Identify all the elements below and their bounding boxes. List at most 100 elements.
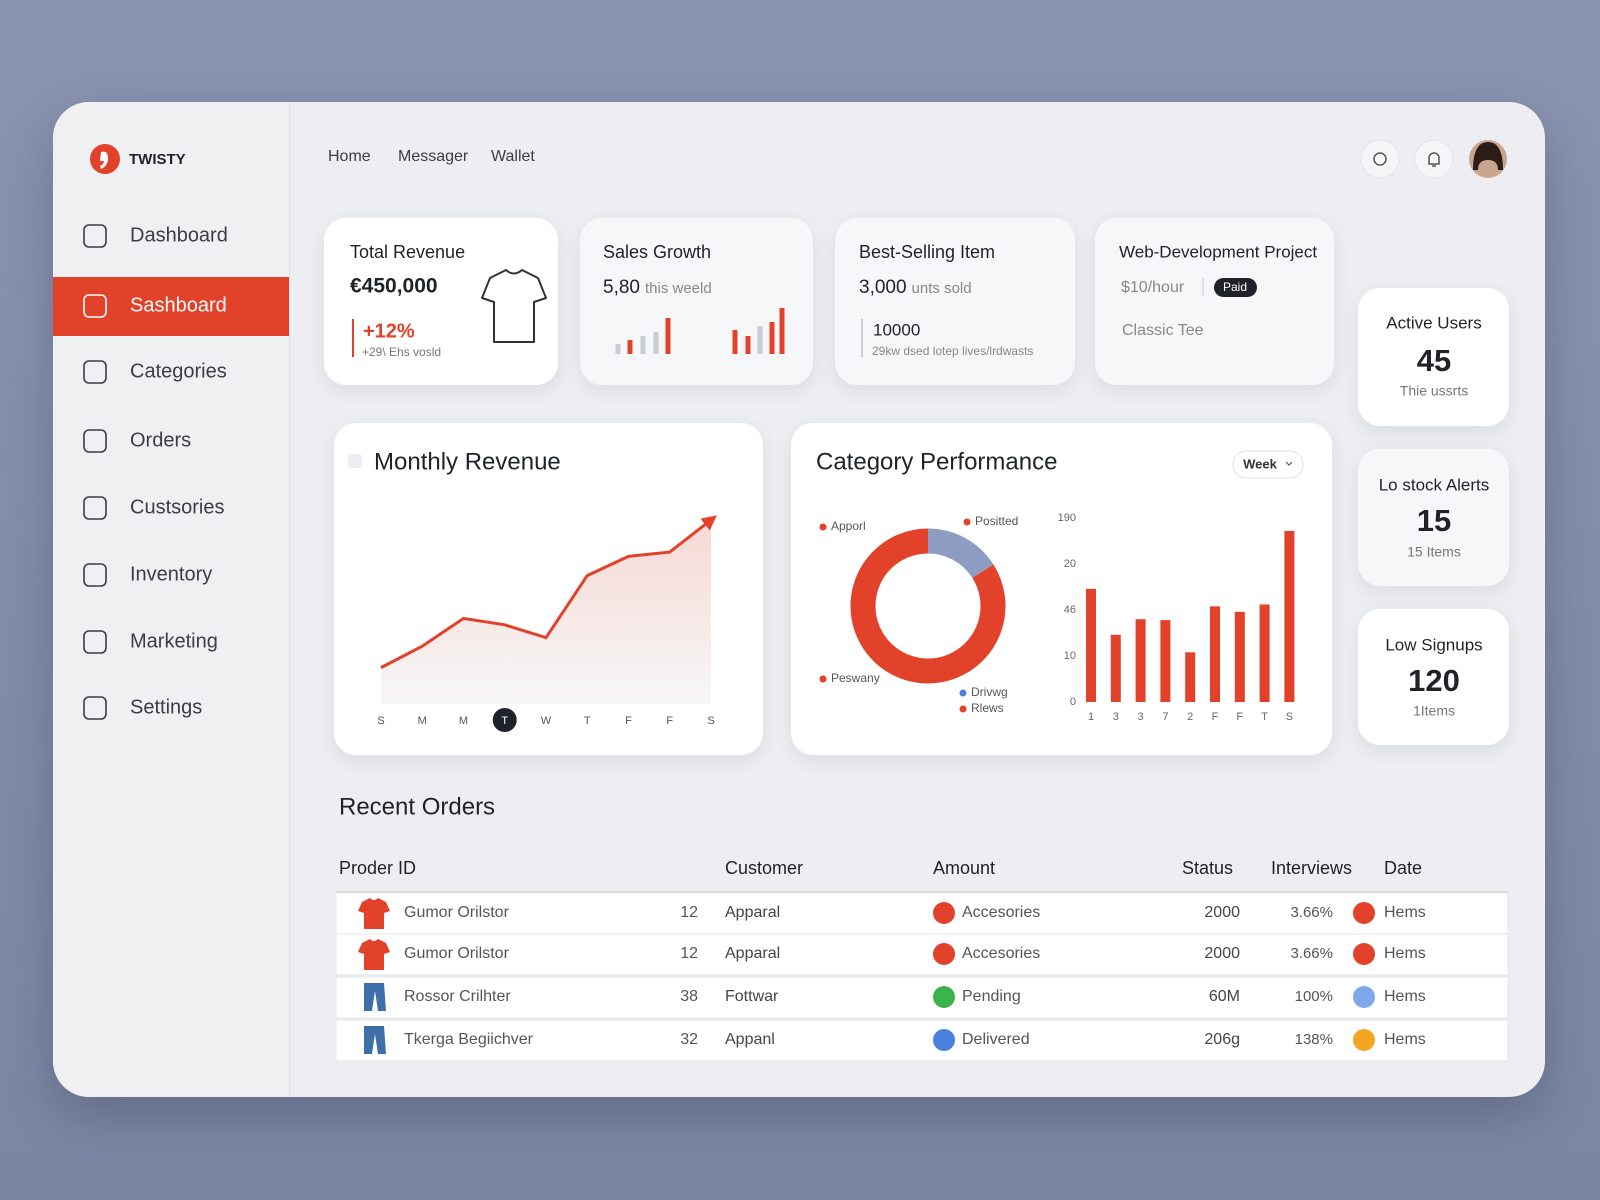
mini-bar — [653, 332, 659, 354]
interviews: 138% — [1295, 1031, 1333, 1048]
x-tick-label: 3 — [1113, 711, 1119, 723]
legend-dot — [819, 675, 827, 683]
table-row[interactable] — [335, 1019, 1509, 1062]
amount: Accesories — [962, 945, 1040, 962]
x-tick-label: F — [1236, 711, 1243, 723]
status: 2000 — [1204, 945, 1240, 962]
product-icon — [364, 983, 386, 1011]
legend-label: Rlews — [971, 701, 1004, 715]
chart-title: Category Performance — [816, 448, 1057, 475]
settings-button[interactable] — [1360, 139, 1400, 179]
x-tick-label: 3 — [1138, 711, 1144, 723]
mini-bar — [640, 336, 646, 354]
column-header: Customer — [725, 858, 803, 878]
avatar-hair — [1473, 142, 1503, 170]
customer: Appanl — [725, 1031, 775, 1048]
legend-dot — [959, 689, 967, 697]
mini-bar — [745, 336, 751, 354]
card-title: Sales Growth — [603, 242, 711, 262]
product-name: Tkerga Begiichver — [404, 1031, 534, 1048]
sidebar-item[interactable]: Sashboard — [130, 294, 227, 316]
card-unit: this weeld — [645, 280, 712, 297]
date: Hems — [1384, 988, 1426, 1005]
card-best-selling — [835, 218, 1075, 385]
y-tick-label: 20 — [1064, 558, 1076, 570]
donut-segment — [850, 528, 1006, 684]
table-row[interactable] — [335, 976, 1509, 1019]
stat-title: Active Users — [1386, 313, 1481, 332]
period-dropdown[interactable] — [1232, 450, 1304, 479]
tshirt-icon — [481, 269, 547, 343]
nav-link[interactable]: Messager — [398, 148, 469, 165]
highlight — [492, 708, 517, 732]
x-tick-label: F — [625, 715, 632, 727]
stat-value: 120 — [1408, 663, 1460, 698]
card-figure: 10000 — [873, 320, 920, 339]
card-sales-growth — [580, 218, 813, 385]
date-dot — [1353, 986, 1375, 1008]
nav-link[interactable]: Home — [328, 148, 371, 165]
sidebar-item[interactable]: Orders — [130, 429, 191, 451]
sidebar-item[interactable]: Categories — [130, 360, 227, 382]
y-tick-label: 10 — [1064, 650, 1076, 662]
legend-label: Positted — [975, 514, 1018, 528]
y-tick-label: 190 — [1058, 512, 1076, 524]
legend-label: Apporl — [831, 519, 866, 533]
date: Hems — [1384, 904, 1426, 921]
product-qty: 32 — [680, 1031, 698, 1048]
bar — [1284, 530, 1295, 702]
bar — [1185, 652, 1196, 702]
sidebar-item[interactable]: Marketing — [130, 630, 218, 652]
card-title: Best-Selling Item — [859, 242, 995, 262]
legend-label: Drivwg — [971, 685, 1008, 699]
sidebar-icon — [83, 429, 107, 453]
product-name: Gumor Orilstor — [404, 945, 510, 962]
sidebar-icon — [83, 630, 107, 654]
period-label: Week — [1243, 456, 1277, 471]
x-tick-label: T — [1261, 711, 1268, 723]
x-tick-label: T — [501, 715, 508, 727]
column-header: Status — [1182, 858, 1233, 878]
date: Hems — [1384, 1031, 1426, 1048]
x-tick-label: S — [1286, 711, 1293, 723]
product-qty: 12 — [680, 904, 698, 921]
card-unit: unts sold — [912, 280, 972, 297]
card-project — [1095, 218, 1334, 385]
sidebar-item[interactable]: Custsories — [130, 496, 224, 518]
x-tick-label: W — [541, 715, 552, 727]
chevron — [1285, 461, 1293, 466]
customer: Fottwar — [725, 988, 779, 1005]
chart-title: Monthly Revenue — [374, 448, 561, 475]
stat-card — [1358, 288, 1509, 426]
stat-note: Thie ussrts — [1400, 383, 1468, 399]
card-title: Web-Development Project — [1119, 242, 1317, 261]
mini-bar — [769, 322, 775, 354]
bar — [1210, 606, 1220, 702]
column-header: Date — [1384, 858, 1422, 878]
column-header: Proder ID — [339, 858, 416, 878]
sidebar-active — [53, 277, 289, 336]
sidebar-item[interactable]: Settings — [130, 696, 202, 718]
sidebar-item[interactable]: Inventory — [130, 563, 212, 585]
product-name: Gumor Orilstor — [404, 904, 510, 921]
sidebar-item[interactable]: Dashboard — [130, 224, 228, 246]
product-qty: 12 — [680, 945, 698, 962]
nav-link[interactable]: Wallet — [491, 148, 535, 165]
bar — [1086, 588, 1096, 702]
sidebar-icon — [83, 224, 107, 248]
card-rate: $10/hour — [1121, 279, 1185, 296]
badge — [1214, 278, 1257, 297]
notification-button[interactable] — [1414, 139, 1454, 179]
table-row[interactable] — [335, 933, 1509, 976]
icon — [1373, 152, 1387, 166]
bar — [1160, 620, 1171, 702]
bar — [1135, 619, 1146, 702]
stat-note: 15 Items — [1407, 544, 1461, 560]
card-note: +29\ Ehs vosld — [362, 345, 441, 359]
x-tick-label: 1 — [1088, 711, 1094, 723]
sidebar — [53, 102, 290, 1097]
mini-bar — [615, 344, 621, 354]
sidebar-icon — [83, 294, 107, 318]
legend-dot — [819, 523, 827, 531]
